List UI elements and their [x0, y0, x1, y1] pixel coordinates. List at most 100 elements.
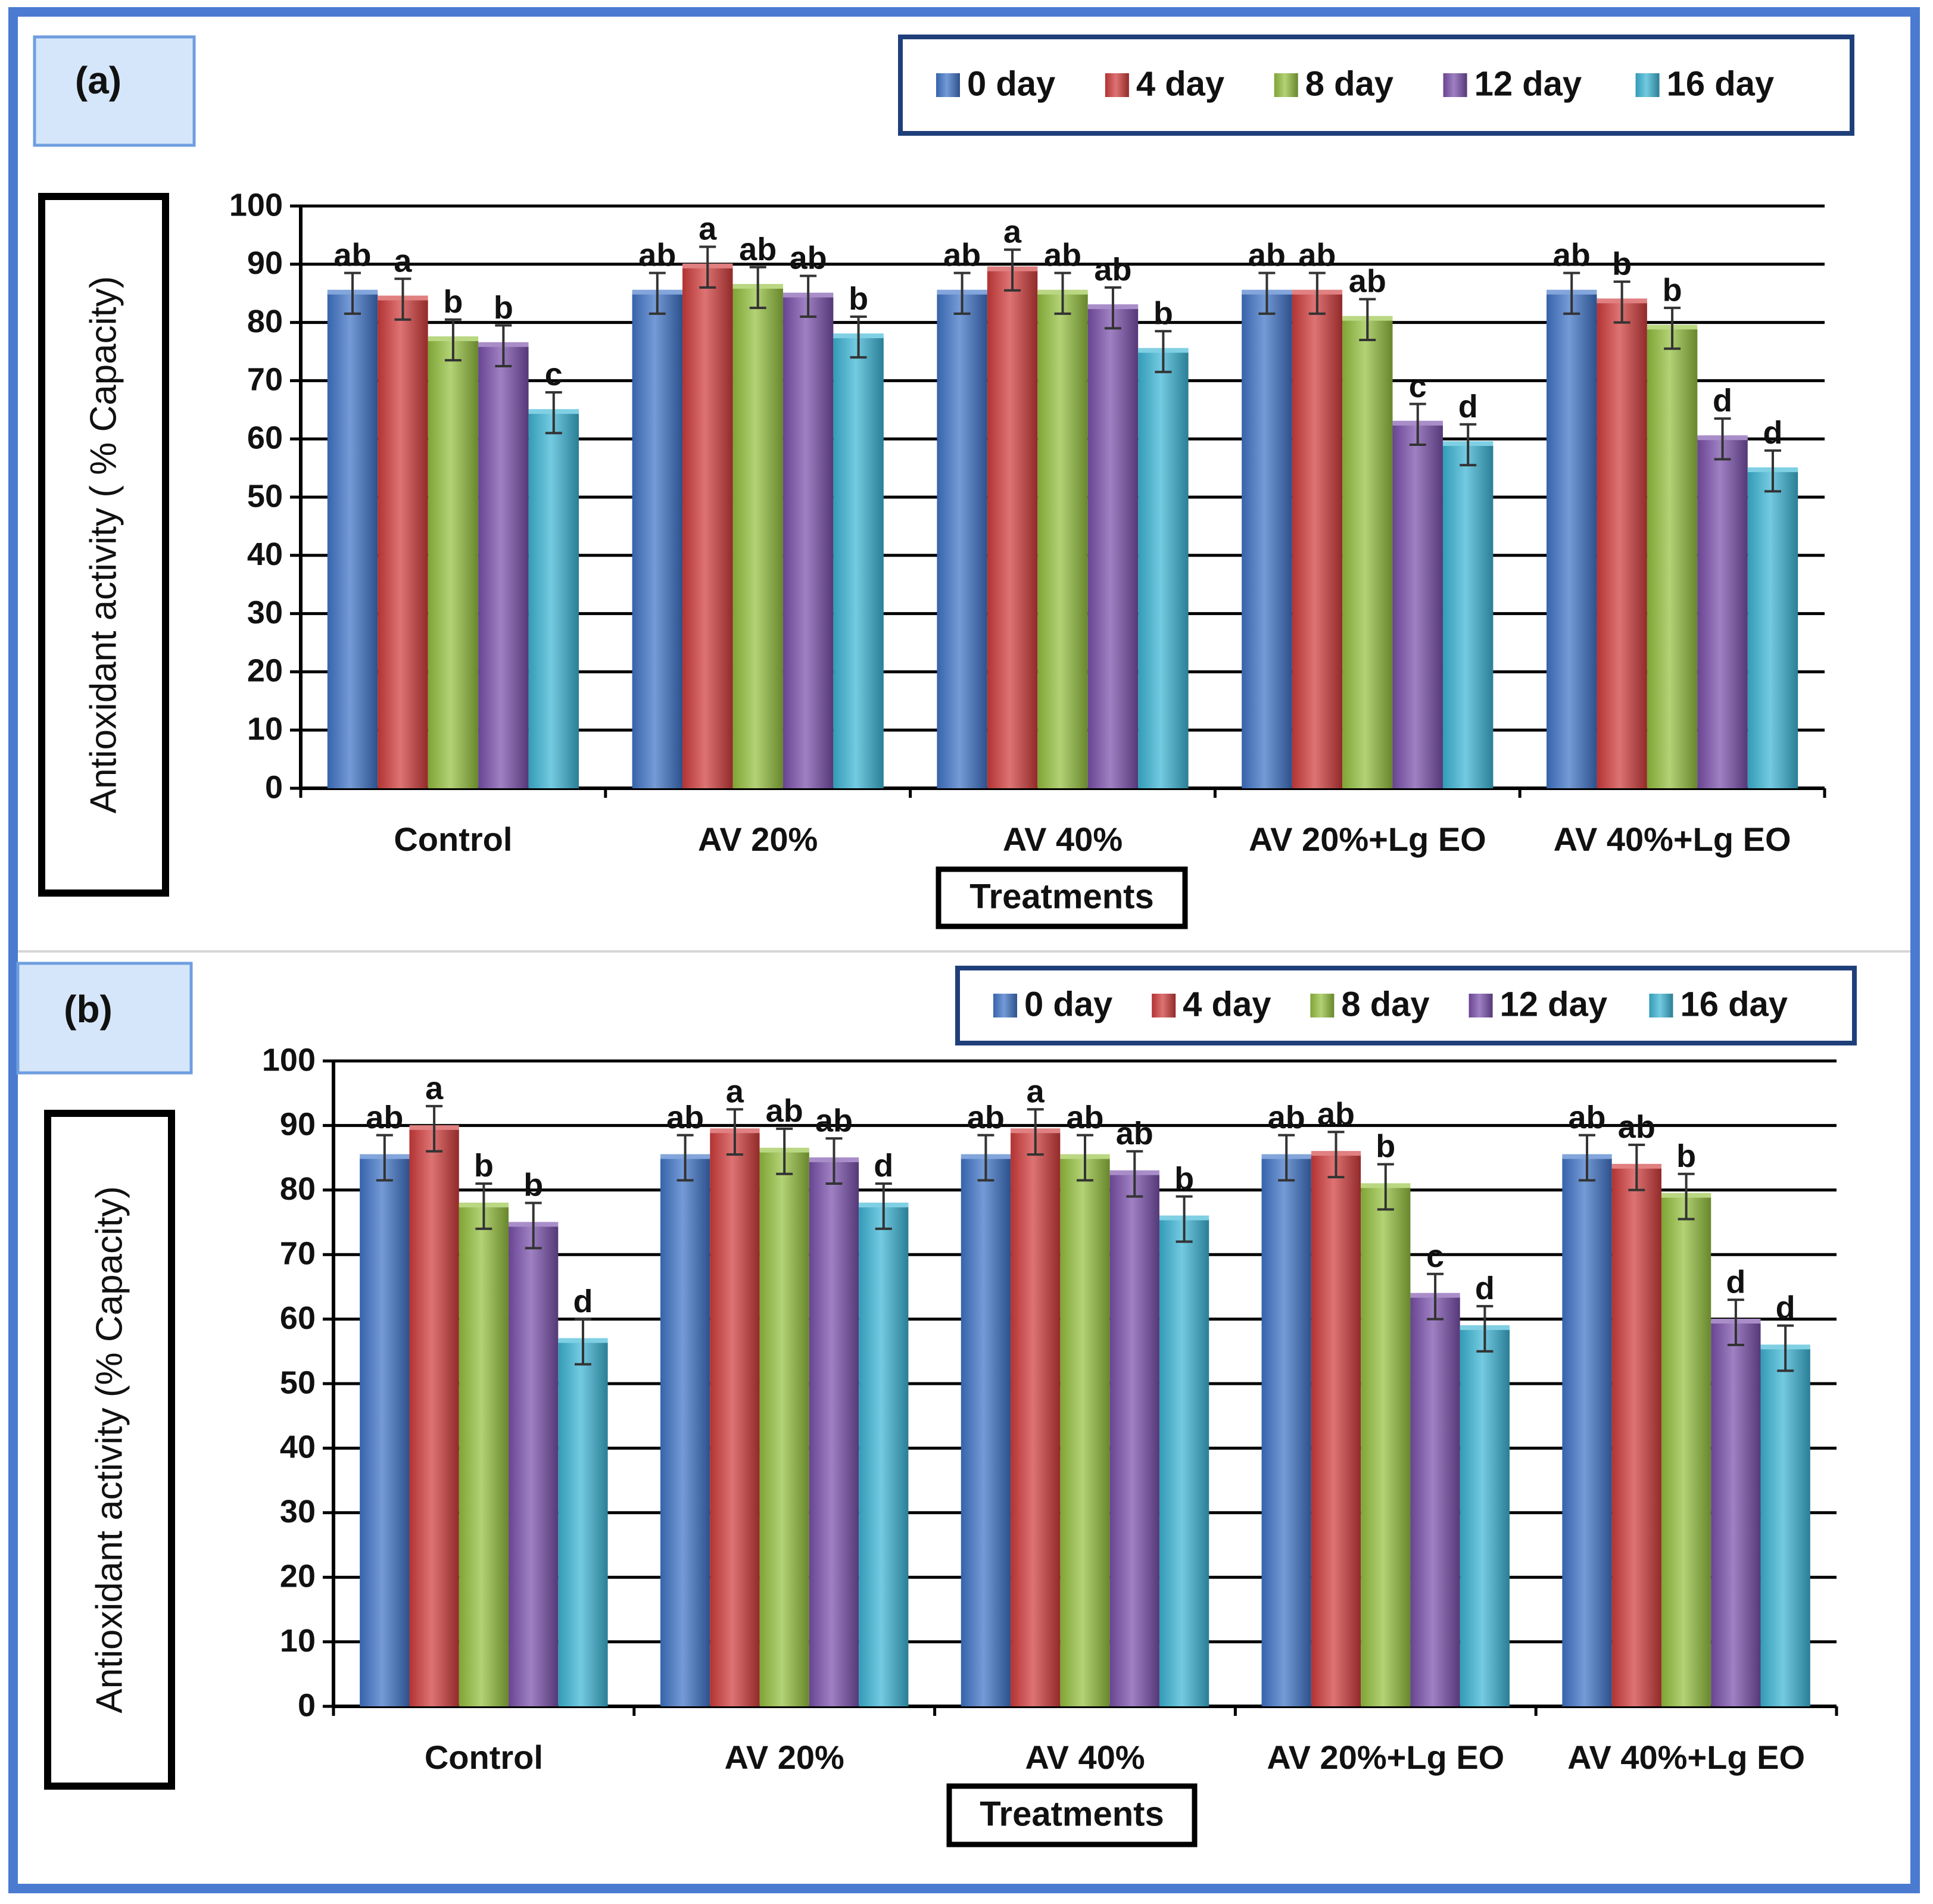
- legend-swatch: [993, 994, 1017, 1017]
- significance-letter: ab: [666, 1100, 704, 1135]
- significance-letter: b: [523, 1168, 543, 1203]
- significance-letter: ab: [333, 238, 371, 273]
- y-tick-label: 80: [280, 1171, 316, 1207]
- bar: [360, 1157, 410, 1706]
- significance-letter: d: [874, 1148, 893, 1184]
- significance-letter: ab: [366, 1100, 403, 1135]
- y-tick-label: 60: [247, 420, 283, 455]
- significance-letter: a: [1027, 1074, 1045, 1110]
- legend-swatch: [1152, 994, 1176, 1017]
- significance-letter: a: [394, 244, 412, 279]
- y-tick-label: 90: [247, 245, 283, 281]
- significance-letter: ab: [815, 1103, 853, 1138]
- y-tick-label: 20: [247, 653, 283, 689]
- bar: [682, 267, 733, 788]
- legend-entry: 12 day: [1474, 64, 1582, 103]
- significance-letter: a: [1003, 214, 1022, 250]
- x-axis-label: Treatments: [980, 1794, 1164, 1833]
- significance-letter: ab: [1268, 1100, 1305, 1135]
- y-tick-label: 0: [265, 769, 283, 805]
- significance-letter: ab: [1066, 1100, 1103, 1135]
- bar: [1361, 1187, 1411, 1706]
- legend-entry: 0 day: [967, 64, 1055, 103]
- significance-letter: ab: [766, 1093, 803, 1129]
- significance-letter: b: [1174, 1161, 1194, 1197]
- bar: [558, 1341, 608, 1706]
- bar: [1546, 293, 1597, 788]
- bar: [1011, 1132, 1061, 1706]
- bar: [961, 1157, 1011, 1706]
- x-tick-label: Control: [394, 820, 512, 858]
- bar: [782, 296, 834, 789]
- panel-label: (b): [64, 988, 113, 1031]
- bar: [1562, 1157, 1612, 1706]
- significance-letter: c: [545, 357, 563, 392]
- significance-letter: ab: [1094, 252, 1131, 288]
- legend-swatch: [1469, 994, 1493, 1017]
- y-tick-label: 70: [247, 362, 283, 398]
- legend-entry: 4 day: [1183, 985, 1271, 1023]
- legend-entry: 8 day: [1341, 985, 1429, 1023]
- panel-label: (a): [75, 59, 121, 102]
- bar: [1037, 293, 1088, 788]
- y-axis-label: Antioxidant activity ( % Capacity): [83, 276, 124, 814]
- significance-letter: b: [494, 290, 513, 326]
- bar: [428, 339, 479, 788]
- bar: [1087, 308, 1139, 788]
- bar: [937, 293, 987, 788]
- bar: [1711, 1322, 1761, 1706]
- bar: [632, 293, 683, 788]
- bar: [759, 1151, 809, 1706]
- legend-swatch: [1649, 994, 1673, 1017]
- legend-swatch: [936, 73, 960, 97]
- y-tick-label: 100: [229, 187, 283, 223]
- bar: [1460, 1328, 1510, 1706]
- legend-entry: 12 day: [1500, 985, 1608, 1023]
- bar: [1611, 1167, 1661, 1706]
- significance-letter: ab: [1618, 1109, 1655, 1145]
- chart-panel-b: (b) 0 day 4 day 8 day 12 day 16 day Antioxidan…: [16, 962, 1857, 1847]
- bar: [1242, 293, 1292, 788]
- y-tick-label: 100: [262, 1042, 316, 1078]
- bar: [1442, 444, 1494, 788]
- x-tick-label: Control: [425, 1738, 543, 1776]
- y-tick-label: 90: [280, 1107, 316, 1143]
- significance-letter: a: [726, 1074, 744, 1110]
- bar: [528, 413, 579, 788]
- legend-entry: 8 day: [1305, 64, 1393, 103]
- y-tick-label: 10: [280, 1623, 316, 1659]
- bar: [710, 1132, 760, 1706]
- legend-entry: 4 day: [1136, 64, 1224, 103]
- x-tick-label: AV 20%+Lg EO: [1249, 820, 1486, 858]
- bar: [859, 1206, 909, 1706]
- chart-panel-a: (a) 0 day 4 day 8 day 12 day 16 day Antioxidan…: [33, 35, 1854, 929]
- x-axis-label-box: [936, 866, 1188, 929]
- significance-letter: d: [1475, 1271, 1495, 1306]
- bar: [660, 1157, 710, 1706]
- bar: [1342, 319, 1393, 788]
- x-tick-label: AV 20%: [698, 820, 818, 858]
- significance-letter: b: [849, 281, 868, 317]
- significance-letter: a: [699, 211, 717, 247]
- significance-letter: d: [1458, 389, 1478, 425]
- significance-letter: ab: [1044, 238, 1081, 273]
- x-tick-label: AV 20%: [725, 1738, 844, 1776]
- significance-letter: ab: [739, 232, 777, 267]
- bar: [378, 299, 428, 789]
- bar: [1410, 1296, 1460, 1706]
- bar: [1109, 1173, 1159, 1706]
- y-tick-label: 60: [280, 1300, 316, 1336]
- legend-box: [955, 966, 1857, 1045]
- bar: [732, 287, 783, 788]
- bar: [1159, 1219, 1209, 1706]
- significance-letter: b: [1376, 1129, 1395, 1165]
- bar: [1661, 1196, 1711, 1706]
- bar: [1697, 439, 1748, 788]
- legend-swatch: [1105, 73, 1129, 97]
- bar: [459, 1206, 509, 1706]
- y-tick-label: 50: [280, 1365, 316, 1400]
- bar: [327, 293, 378, 788]
- bar: [478, 345, 529, 788]
- y-tick-label: 50: [247, 478, 283, 514]
